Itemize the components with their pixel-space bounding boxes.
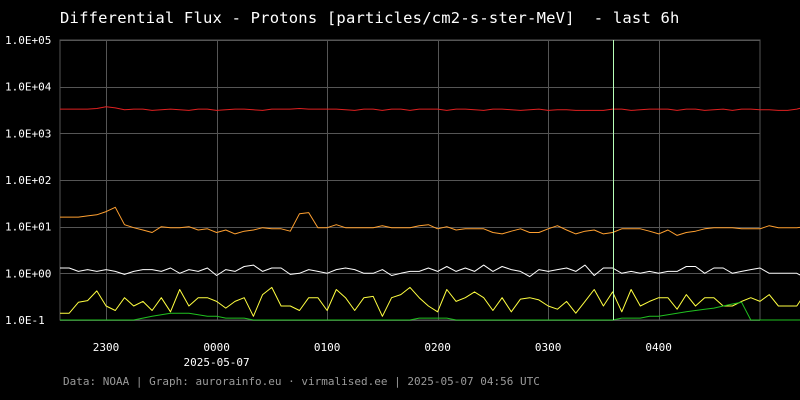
y-tick-label: 1.0E+02 (5, 174, 51, 187)
series-line-1 (60, 106, 800, 111)
x-axis-ticks: 2300 0000 0100 0200 0300 0400 2025-05-07 (93, 341, 672, 369)
grid-lines (59, 39, 761, 321)
x-tick-label: 0100 (314, 341, 341, 354)
y-tick-label: 1.0E+01 (5, 221, 51, 234)
series-layer (60, 106, 800, 321)
y-axis-ticks: 1.0E+05 1.0E+04 1.0E+03 1.0E+02 1.0E+01 1.0E+… (5, 34, 52, 327)
series-line-2 (60, 206, 800, 236)
x-tick-label: 0300 (535, 341, 562, 354)
date-label: 2025-05-07 (183, 356, 249, 369)
series-line-4 (60, 286, 800, 317)
x-tick-label: 2300 (93, 341, 120, 354)
y-tick-label: 1.0E+05 (5, 34, 51, 47)
footer-credits: Data: NOAA | Graph: aurorainfo.eu · virm… (63, 375, 540, 388)
series-line-5 (60, 301, 800, 321)
y-tick-label: 1.0E+03 (5, 127, 51, 140)
y-tick-label: 1.0E+00 (5, 267, 51, 280)
y-tick-label: 1.0E-1 (5, 314, 45, 327)
x-tick-label: 0400 (645, 341, 672, 354)
x-tick-label: 0000 (203, 341, 230, 354)
series-line-3 (60, 264, 800, 278)
y-tick-label: 1.0E+04 (5, 81, 52, 94)
chart-title: Differential Flux - Protons [particles/c… (60, 9, 680, 27)
x-tick-label: 0200 (424, 341, 451, 354)
